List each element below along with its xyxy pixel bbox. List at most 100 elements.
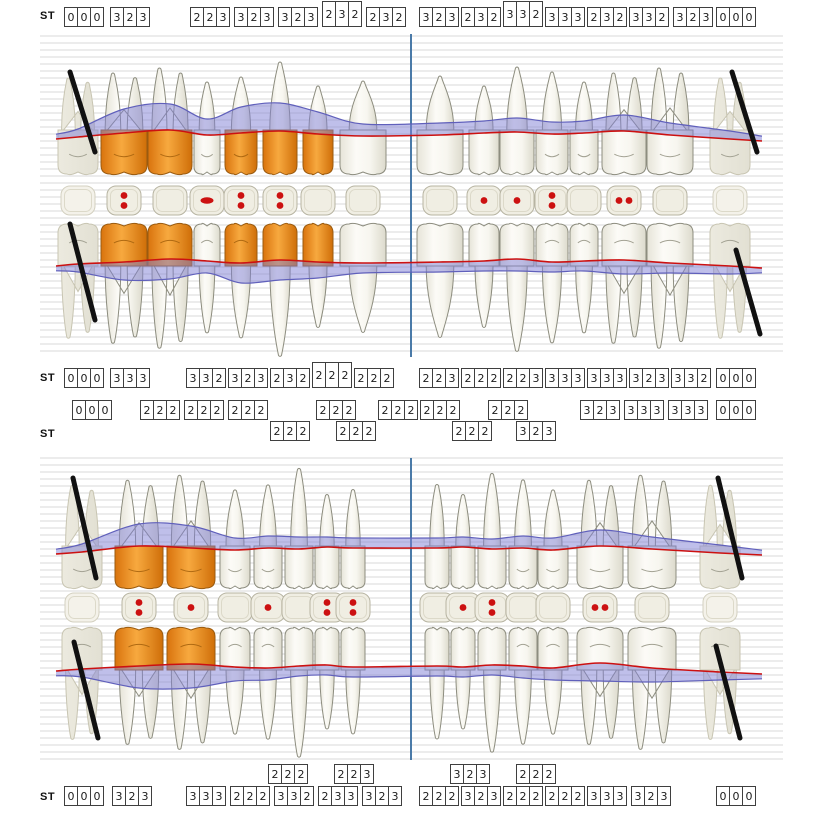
occlusal-tooth-13[interactable] [262,185,298,216]
occlusal-tooth-31[interactable] [335,592,371,623]
st-cell[interactable]: 2 [465,421,479,441]
st-cell[interactable]: 2 [349,421,363,441]
tooth-43-lower-buccal[interactable] [477,626,507,753]
tooth-24-upper-facial[interactable] [535,71,569,176]
tooth-31-lower-buccal[interactable] [340,626,366,735]
st-cell[interactable]: 2 [392,7,406,27]
st-cell[interactable]: 0 [742,7,756,27]
st-cell[interactable]: 2 [270,421,284,441]
st-cell[interactable]: 0 [742,786,756,806]
st-cell[interactable]: 3 [642,7,656,27]
st-cell[interactable]: 3 [600,368,614,388]
occlusal-tooth-14[interactable] [223,185,259,216]
st-cell[interactable]: 2 [503,368,517,388]
st-cell[interactable]: 2 [334,764,348,784]
st-cell[interactable]: 3 [629,368,643,388]
st-cell[interactable]: 2 [312,362,326,388]
st-cell[interactable]: 2 [268,764,282,784]
tooth-25-upper-facial[interactable] [569,81,599,176]
st-cell[interactable]: 3 [136,368,150,388]
tooth-13-upper-palatal[interactable] [262,222,298,357]
st-cell[interactable]: 2 [487,7,501,27]
st-cell[interactable]: 3 [558,368,572,388]
st-cell[interactable]: 0 [64,368,78,388]
tooth-11-upper-palatal[interactable] [339,222,387,333]
st-cell[interactable]: 2 [432,786,446,806]
st-cell[interactable]: 3 [587,368,601,388]
st-cell[interactable]: 3 [650,400,664,420]
st-cell[interactable]: 2 [463,764,477,784]
tooth-23-upper-facial[interactable] [499,66,535,176]
occlusal-tooth-47[interactable] [634,592,670,623]
st-cell[interactable]: 2 [291,7,305,27]
st-cell[interactable]: 3 [199,368,213,388]
st-cell[interactable]: 2 [125,786,139,806]
st-cell[interactable]: 2 [212,368,226,388]
st-cell[interactable]: 3 [657,786,671,806]
st-cell[interactable]: 3 [212,786,226,806]
st-cell[interactable]: 2 [697,368,711,388]
st-cell[interactable]: 3 [681,400,695,420]
st-cell[interactable]: 2 [318,786,332,806]
st-cell[interactable]: 2 [478,421,492,441]
tooth-12-upper-palatal[interactable] [302,222,334,328]
st-cell[interactable]: 3 [419,7,433,27]
st-cell[interactable]: 2 [247,7,261,27]
st-cell[interactable]: 2 [348,1,362,27]
occlusal-tooth-22[interactable] [466,185,502,216]
st-cell[interactable]: 2 [342,400,356,420]
st-cell[interactable]: 3 [254,368,268,388]
st-cell[interactable]: 0 [716,7,730,27]
st-cell[interactable]: 2 [488,400,502,420]
occlusal-tooth-26[interactable] [606,185,642,216]
tooth-21-upper-facial[interactable] [416,75,464,176]
st-cell[interactable]: 3 [655,368,669,388]
st-cell[interactable]: 3 [516,1,530,27]
tooth-22-upper-facial[interactable] [468,85,500,176]
st-cell[interactable]: 2 [228,400,242,420]
st-cell[interactable]: 2 [281,764,295,784]
occlusal-tooth-45[interactable] [535,592,571,623]
st-cell[interactable]: 2 [380,368,394,388]
tooth-34-lower-buccal[interactable] [253,626,283,740]
st-cell[interactable]: 2 [190,7,204,27]
st-cell[interactable]: 2 [283,421,297,441]
st-cell[interactable]: 2 [445,786,459,806]
occlusal-tooth-46[interactable] [582,592,618,623]
tooth-44-lower-lingual[interactable] [508,479,538,590]
tooth-11-upper-facial[interactable] [339,80,387,176]
st-cell[interactable]: 0 [729,368,743,388]
st-cell[interactable]: 3 [558,7,572,27]
st-cell[interactable]: 3 [344,786,358,806]
st-cell[interactable]: 2 [587,7,601,27]
tooth-36-lower-buccal[interactable] [166,626,216,750]
st-cell[interactable]: 2 [420,400,434,420]
st-cell[interactable]: 2 [256,786,270,806]
st-cell[interactable]: 2 [294,764,308,784]
occlusal-tooth-16[interactable] [152,185,188,216]
st-cell[interactable]: 3 [335,1,349,27]
st-cell[interactable]: 3 [362,786,376,806]
tooth-24-upper-palatal[interactable] [535,222,569,344]
st-cell[interactable]: 2 [243,786,257,806]
st-cell[interactable]: 3 [110,7,124,27]
st-cell[interactable]: 2 [300,786,314,806]
occlusal-tooth-34[interactable] [250,592,286,623]
tooth-42-lower-buccal[interactable] [450,626,476,730]
st-cell[interactable]: 3 [123,368,137,388]
tooth-42-lower-lingual[interactable] [450,494,476,590]
st-cell[interactable]: 3 [637,400,651,420]
st-cell[interactable]: 0 [729,7,743,27]
st-cell[interactable]: 3 [571,7,585,27]
st-cell[interactable]: 2 [529,764,543,784]
st-cell[interactable]: 3 [487,786,501,806]
st-cell[interactable]: 2 [461,368,475,388]
st-cell[interactable]: 3 [278,7,292,27]
occlusal-tooth-37[interactable] [121,592,157,623]
tooth-17-upper-palatal[interactable] [100,222,148,344]
st-cell[interactable]: 2 [329,400,343,420]
st-cell[interactable]: 3 [606,400,620,420]
st-cell[interactable]: 3 [331,786,345,806]
st-cell[interactable]: 2 [558,786,572,806]
st-cell[interactable]: 3 [186,786,200,806]
